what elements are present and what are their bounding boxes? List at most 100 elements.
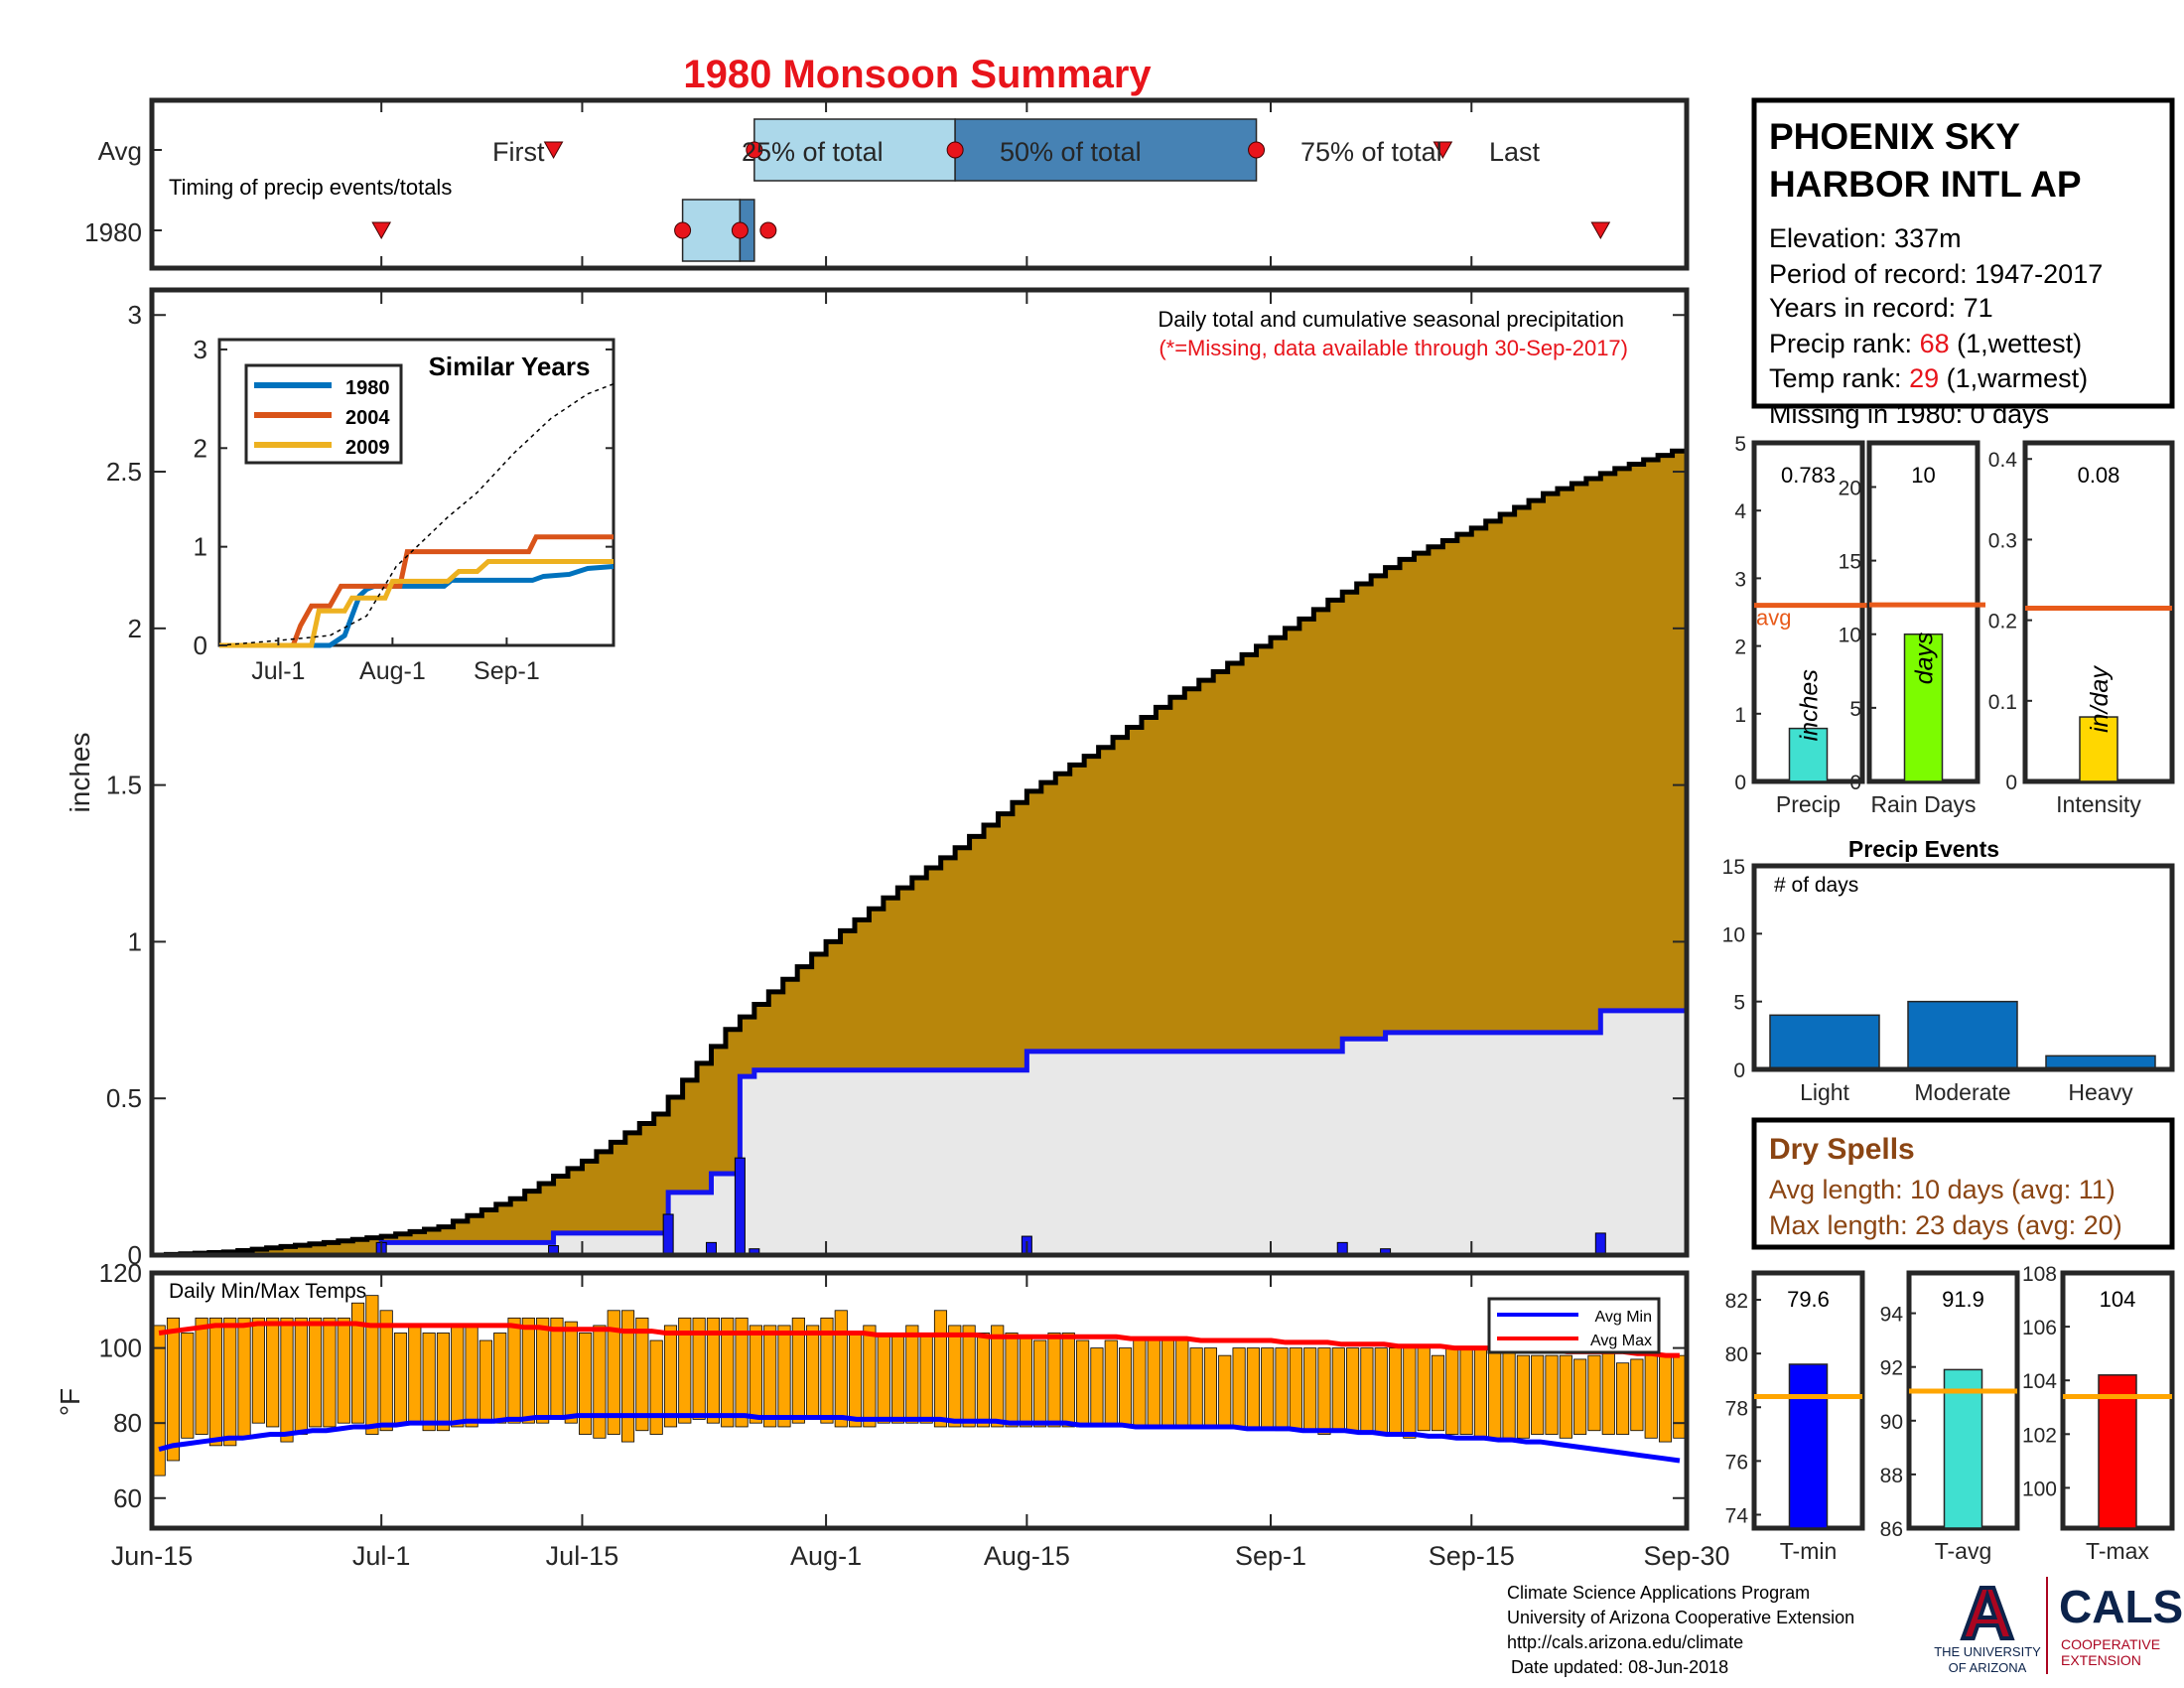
daily-temp-range-bar xyxy=(1601,1347,1615,1435)
inset-legend-2009: 2009 xyxy=(345,437,390,459)
daily-temp-range-bar xyxy=(735,1317,749,1428)
temp-stat-ytick-label: 102 xyxy=(2022,1424,2057,1447)
daily-temp-range-bar xyxy=(1445,1347,1459,1435)
x-axis: Jun-15 Jul-1 Jul-15 Aug-1 Aug-15 Sep-1 Sep-15 S… xyxy=(111,100,1730,1571)
temp-legend-avg-max: Avg Max xyxy=(1590,1333,1652,1349)
temp-stat-label: T-min xyxy=(1780,1538,1838,1564)
ua-block-a-icon: A xyxy=(1961,1572,2013,1654)
precip-ytick-label: 1.5 xyxy=(106,771,142,800)
avg-max-temp-line xyxy=(158,1321,1680,1358)
daily-temp-range-bar xyxy=(791,1317,805,1424)
stat-ytick-label: 2 xyxy=(1734,636,1746,659)
stat-avg-label: avg xyxy=(1756,606,1791,631)
daily-temp-range-bar xyxy=(1090,1347,1104,1428)
precip-events-title: Precip Events xyxy=(1848,836,1999,862)
stat-ytick-label: 4 xyxy=(1734,500,1746,523)
daily-temp-range-bar xyxy=(1658,1354,1673,1443)
cals-logo-text: CALS xyxy=(2059,1581,2183,1632)
timing-last-label: Last xyxy=(1489,137,1541,167)
daily-temp-range-bar xyxy=(280,1317,294,1443)
stat-ytick-label: 0 xyxy=(1849,772,1861,794)
daily-temp-range-bar xyxy=(365,1295,379,1435)
daily-temp-range-bar xyxy=(422,1333,436,1432)
daily-temp-range-bar xyxy=(550,1317,564,1420)
daily-temp-range-bar xyxy=(1246,1347,1260,1428)
daily-temp-range-bar xyxy=(962,1325,976,1428)
daily-temp-range-bar xyxy=(1516,1354,1530,1439)
inset-legend: 1980 2004 2009 xyxy=(244,363,403,465)
dry-spells-max-length: Max length: 23 days (avg: 20) xyxy=(1769,1210,2122,1240)
year-cumulative-precip-line xyxy=(152,1008,1690,1258)
x-tick-label: Jul-15 xyxy=(546,1541,619,1571)
stat-ytick-label: 1 xyxy=(1734,704,1746,727)
timing-avg-first-marker xyxy=(543,141,564,160)
timing-caption: Timing of precip events/totals xyxy=(169,175,452,200)
temp-stat-value-bar xyxy=(1788,1363,1829,1529)
daily-precip-bar xyxy=(734,1157,746,1256)
daily-temp-range-bar xyxy=(749,1325,762,1424)
stat-unit-label: days xyxy=(1911,632,1939,684)
precip-panel: 0 0.5 1 1.5 2 2.5 3 inches Daily total and cum… xyxy=(65,287,1690,1270)
daily-temp-range-bar xyxy=(521,1317,535,1424)
temp-ytick-label: 80 xyxy=(113,1408,142,1438)
stat-value-label: 0.08 xyxy=(2078,463,2120,488)
stat-ytick-label: 20 xyxy=(1839,477,1861,499)
temp-stat-ytick-label: 100 xyxy=(2022,1477,2057,1500)
daily-temp-range-bar xyxy=(251,1317,265,1424)
daily-temp-range-bar xyxy=(991,1325,1005,1428)
station-temp-rank: Temp rank: 29 (1,warmest) xyxy=(1769,363,2088,393)
daily-temp-range-bar xyxy=(593,1325,607,1439)
daily-temp-range-bar xyxy=(976,1333,990,1428)
daily-temp-range-bar xyxy=(478,1339,492,1424)
station-period: Period of record: 1947-2017 xyxy=(1769,259,2103,289)
footer-line-3: http://cals.arizona.edu/climate xyxy=(1507,1632,1743,1652)
daily-temp-range-bar xyxy=(1473,1347,1487,1439)
daily-temp-range-bar xyxy=(294,1317,308,1435)
stat-ytick-label: 0.2 xyxy=(1988,611,2017,633)
daily-temp-range-bar xyxy=(166,1317,181,1462)
x-tick-label: Sep-30 xyxy=(1643,1541,1729,1571)
event-ytick-label: 0 xyxy=(1733,1059,1745,1082)
x-tick-label: Jul-1 xyxy=(352,1541,411,1571)
stat-panel-label: Intensity xyxy=(2056,791,2141,817)
precip-ytick-label: 0 xyxy=(128,1240,142,1270)
daily-temp-range-bar xyxy=(1545,1354,1559,1435)
daily-temp-range-bar xyxy=(863,1325,877,1428)
timing-1980-q50-marker xyxy=(731,221,749,239)
footer-credits: Climate Science Applications Program Uni… xyxy=(1507,1583,1854,1677)
daily-temp-range-bar xyxy=(1317,1347,1331,1435)
stat-ytick-label: 5 xyxy=(1849,698,1861,721)
x-tick-label: Aug-15 xyxy=(984,1541,1070,1571)
daily-temp-range-bar xyxy=(223,1317,237,1447)
daily-temp-range-bar xyxy=(1331,1347,1345,1432)
inset-legend-2004: 2004 xyxy=(345,407,390,429)
stat-value-label: 0.783 xyxy=(1781,463,1836,488)
daily-temp-range-bar xyxy=(1033,1339,1047,1428)
daily-temp-range-bar xyxy=(777,1325,791,1428)
stat-ytick-label: 0.3 xyxy=(1988,529,2017,552)
temp-stat-label: T-avg xyxy=(1935,1538,1992,1564)
x-tick-label: Jun-15 xyxy=(111,1541,194,1571)
temperature-stat-bars: 79.6 T-min 74 76 78 80 82 91.9 T-avg 86 88 90 92 94 10… xyxy=(1725,1263,2175,1564)
cals-logo-sub-1: COOPERATIVE xyxy=(2061,1636,2160,1652)
precip-ytick-label: 3 xyxy=(128,300,142,330)
daily-temp-range-bar xyxy=(820,1317,834,1424)
temp-panel: 60 80 100 120 Daily Min/Max Temps °F Avg Mi… xyxy=(55,1258,1690,1531)
daily-temp-range-bar xyxy=(1459,1347,1473,1435)
daily-temp-range-bar xyxy=(607,1310,620,1435)
cals-logo: CALS COOPERATIVE EXTENSION xyxy=(2059,1581,2183,1668)
inset-series-2004 xyxy=(219,534,614,648)
temp-stat-ytick-label: 82 xyxy=(1725,1290,1748,1313)
daily-temp-range-bar xyxy=(948,1325,962,1428)
temp-stat-ytick-label: 86 xyxy=(1880,1518,1903,1541)
temp-stat-panel-t-avg: 91.9 T-avg 86 88 90 92 94 xyxy=(1880,1270,2020,1564)
daily-temp-range-bar xyxy=(849,1333,863,1428)
daily-temp-range-bar xyxy=(1360,1347,1374,1435)
station-name-line2: HARBOR INTL AP xyxy=(1769,164,2082,205)
temp-stat-value-label: 91.9 xyxy=(1942,1287,1984,1312)
temp-panel-label: Daily Min/Max Temps xyxy=(169,1280,366,1303)
temp-stat-ytick-label: 104 xyxy=(2022,1370,2057,1393)
daily-temp-range-bar xyxy=(1119,1347,1133,1428)
station-precip-rank: Precip rank: 68 (1,wettest) xyxy=(1769,329,2082,358)
inset-xtick-label: Jul-1 xyxy=(251,657,305,685)
